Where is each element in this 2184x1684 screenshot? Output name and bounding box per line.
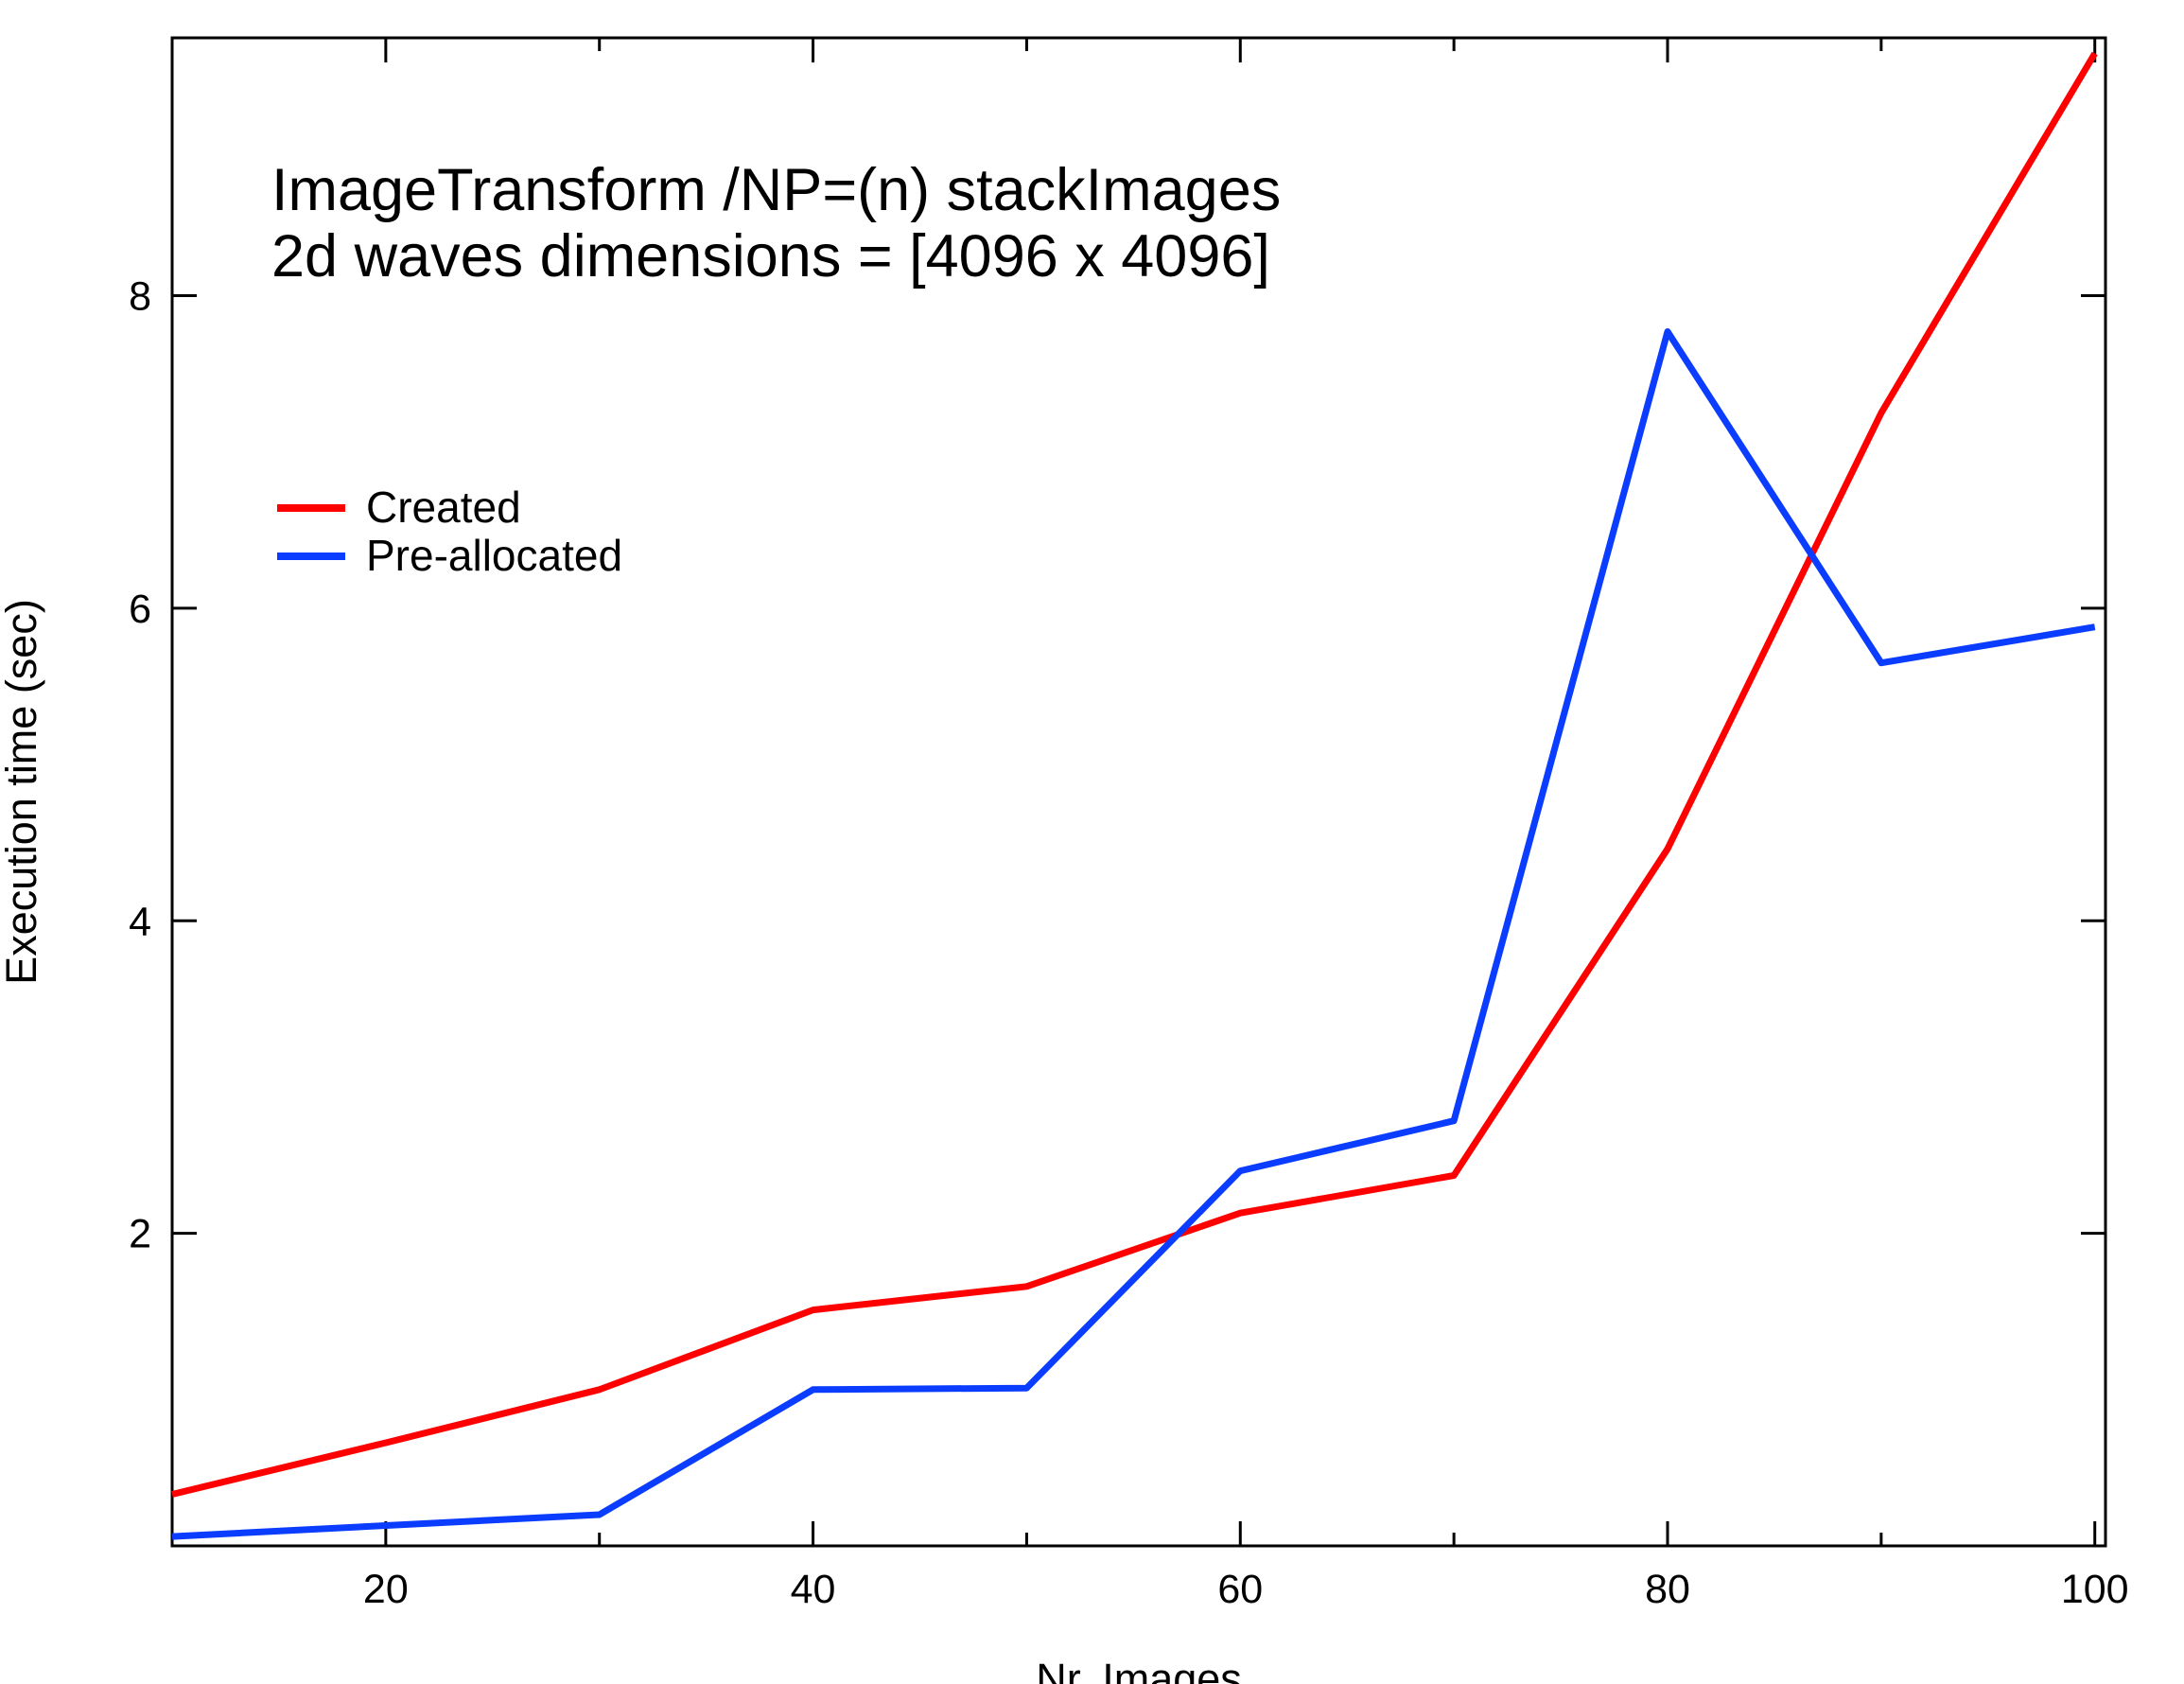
plot-frame	[170, 36, 2107, 1548]
y-tick-label: 6	[129, 587, 151, 632]
plot-area	[170, 36, 2107, 1548]
series-line-pre-allocated	[171, 328, 2096, 1540]
legend: Created Pre-allocated	[277, 482, 622, 580]
y-tick-label: 4	[129, 899, 151, 944]
y-tick-label: 2	[129, 1212, 151, 1257]
y-tick-label: 8	[129, 274, 151, 320]
x-tick-label: 100	[2061, 1567, 2129, 1612]
series-layer	[171, 51, 2098, 1540]
legend-label-pre-allocated: Pre-allocated	[366, 531, 622, 580]
x-tick-label: 40	[791, 1567, 836, 1612]
x-tick-label: 80	[1645, 1567, 1690, 1612]
chart-title-line-2: 2d waves dimensions = [4096 x 4096]	[271, 223, 1270, 289]
series-line-created	[171, 51, 2098, 1498]
x-axis-label: Nr. Images	[1036, 1655, 1242, 1684]
x-tick-label: 20	[363, 1567, 409, 1612]
legend-label-created: Created	[366, 482, 521, 532]
x-tick-label: 60	[1217, 1567, 1263, 1612]
tick-labels: 20 40 60 80 100 2 4 6 8	[129, 274, 2129, 1612]
y-axis-label: Execution time (sec)	[0, 599, 45, 985]
chart-title-line-1: ImageTransform /NP=(n) stackImages	[271, 157, 1281, 223]
